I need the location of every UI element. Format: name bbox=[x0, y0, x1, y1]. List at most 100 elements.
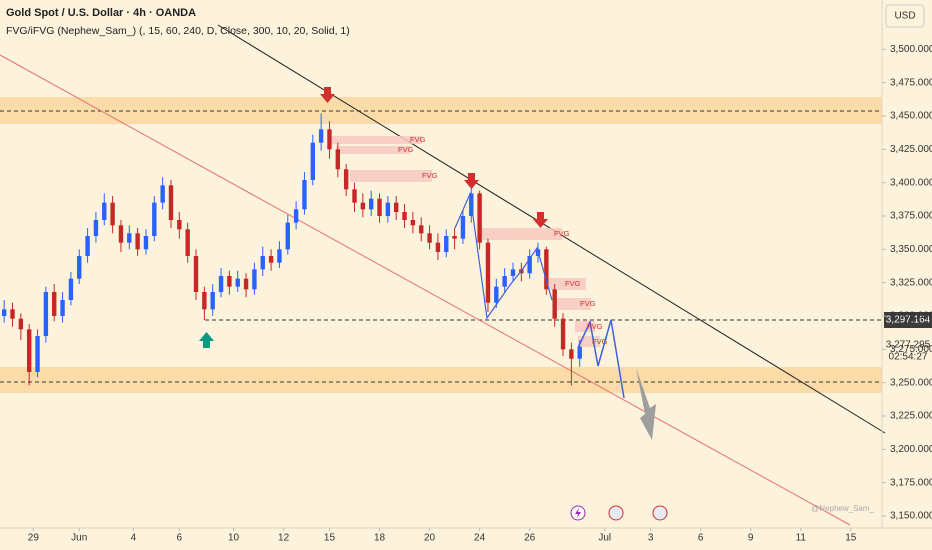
candle-body bbox=[26, 329, 32, 372]
fvg-label: FVG bbox=[422, 171, 438, 180]
candle-body bbox=[335, 149, 341, 170]
candle-body bbox=[227, 276, 232, 287]
candle-body bbox=[394, 202, 399, 212]
candle-body bbox=[93, 220, 99, 236]
y-tick-label: 3,175.000 bbox=[890, 477, 932, 488]
candle-body bbox=[210, 292, 215, 310]
candle-body bbox=[268, 256, 274, 263]
y-tick-label: 3,325.000 bbox=[890, 277, 932, 288]
x-tick-label: 20 bbox=[424, 533, 436, 544]
candle-body bbox=[544, 249, 549, 290]
candle-body bbox=[260, 256, 265, 270]
down-arrow bbox=[464, 173, 479, 189]
candle-body bbox=[502, 276, 507, 287]
y-tick-label: 3,300.000 bbox=[890, 311, 932, 322]
candle-body bbox=[569, 349, 574, 359]
fvg-label: FVG bbox=[580, 299, 596, 308]
candle-body bbox=[360, 202, 366, 210]
y-tick-label: 3,450.000 bbox=[890, 111, 932, 122]
down-arrow bbox=[320, 87, 335, 103]
candle-body bbox=[143, 236, 149, 250]
candle-body bbox=[485, 242, 491, 303]
x-tick-label: 4 bbox=[131, 533, 137, 544]
x-tick-label: Jun bbox=[71, 533, 87, 544]
down-arrow bbox=[533, 212, 548, 228]
candle-body bbox=[193, 256, 199, 292]
indicator-label: FVG/iFVG (Nephew_Sam_) (, 15, 60, 240, D… bbox=[6, 25, 350, 37]
candle-body bbox=[43, 292, 49, 336]
candle-body bbox=[35, 336, 40, 372]
candle-body bbox=[460, 216, 466, 239]
y-tick-label: 3,250.000 bbox=[890, 377, 932, 388]
x-tick-label: 12 bbox=[278, 533, 290, 544]
fvg-label: FVG bbox=[592, 337, 608, 346]
candle-body bbox=[127, 233, 132, 243]
last-price-badge bbox=[884, 338, 932, 364]
x-tick-label: 15 bbox=[845, 533, 857, 544]
x-tick-label: 11 bbox=[796, 533, 807, 544]
level-label: 3,297.164 bbox=[886, 315, 931, 326]
x-tick-label: 9 bbox=[748, 533, 754, 544]
candle-body bbox=[285, 222, 290, 250]
candle-body bbox=[343, 169, 349, 190]
y-tick-label: 3,400.000 bbox=[890, 177, 932, 188]
candle-body bbox=[577, 346, 582, 359]
candle-body bbox=[18, 318, 24, 330]
candle-body bbox=[218, 276, 224, 292]
candle-body bbox=[277, 249, 282, 263]
x-tick-label: 3 bbox=[648, 533, 654, 544]
candle-body bbox=[435, 242, 441, 252]
support-zone bbox=[0, 367, 882, 393]
event-icon-glyph bbox=[575, 508, 581, 518]
candle-body bbox=[318, 129, 324, 143]
last-price-label: 3,277.295 bbox=[886, 340, 931, 351]
candle-body bbox=[527, 256, 532, 274]
fvg-label: FVG bbox=[587, 322, 603, 331]
watermark: @Nephew_Sam_ bbox=[811, 504, 874, 513]
fvg-boxes bbox=[332, 136, 600, 347]
fvg-label: FVG bbox=[565, 279, 581, 288]
y-tick-label: 3,425.000 bbox=[890, 144, 932, 155]
fvg-label: FVG bbox=[554, 229, 570, 238]
candle-body bbox=[402, 212, 407, 220]
currency: USD bbox=[894, 11, 915, 22]
candle-body bbox=[110, 202, 115, 226]
event-icon[interactable] bbox=[652, 505, 668, 521]
candle-body bbox=[152, 202, 157, 236]
candle-body bbox=[102, 202, 107, 220]
y-tick-label: 3,225.000 bbox=[890, 411, 932, 422]
candle-body bbox=[77, 256, 82, 279]
y-tick-label: 3,150.000 bbox=[890, 511, 932, 522]
x-tick-label: 18 bbox=[374, 533, 386, 544]
y-tick-label: 3,475.000 bbox=[890, 77, 932, 88]
candle-body bbox=[560, 318, 566, 350]
projection-arrow bbox=[636, 368, 656, 440]
candle-body bbox=[444, 236, 449, 252]
candle-body bbox=[10, 309, 15, 319]
y-tick-label: 3,350.000 bbox=[890, 244, 932, 255]
candle-body bbox=[118, 225, 124, 243]
pattern-path bbox=[454, 191, 553, 320]
x-tick-label: 6 bbox=[177, 533, 183, 544]
currency-box[interactable] bbox=[885, 4, 925, 28]
candle-body bbox=[385, 202, 391, 216]
event-icon[interactable] bbox=[608, 505, 624, 521]
fvg-label: FVG bbox=[398, 145, 414, 154]
candle-body bbox=[477, 193, 482, 243]
projection-path bbox=[577, 319, 625, 399]
candle-body bbox=[168, 185, 174, 220]
candle-body bbox=[310, 142, 315, 180]
fvg-label: FVG bbox=[410, 135, 426, 144]
x-tick-label: 24 bbox=[474, 533, 486, 544]
countdown: 02:54:27 bbox=[889, 352, 928, 363]
candle-body bbox=[185, 229, 190, 256]
candle-body bbox=[235, 278, 240, 287]
candle-body bbox=[494, 286, 499, 303]
channel-line bbox=[0, 54, 851, 526]
y-tick-label: 3,500.000 bbox=[890, 44, 932, 55]
candle-body bbox=[85, 236, 90, 256]
candle-body bbox=[327, 129, 332, 150]
candle-body bbox=[68, 278, 74, 300]
candle-body bbox=[252, 269, 257, 290]
